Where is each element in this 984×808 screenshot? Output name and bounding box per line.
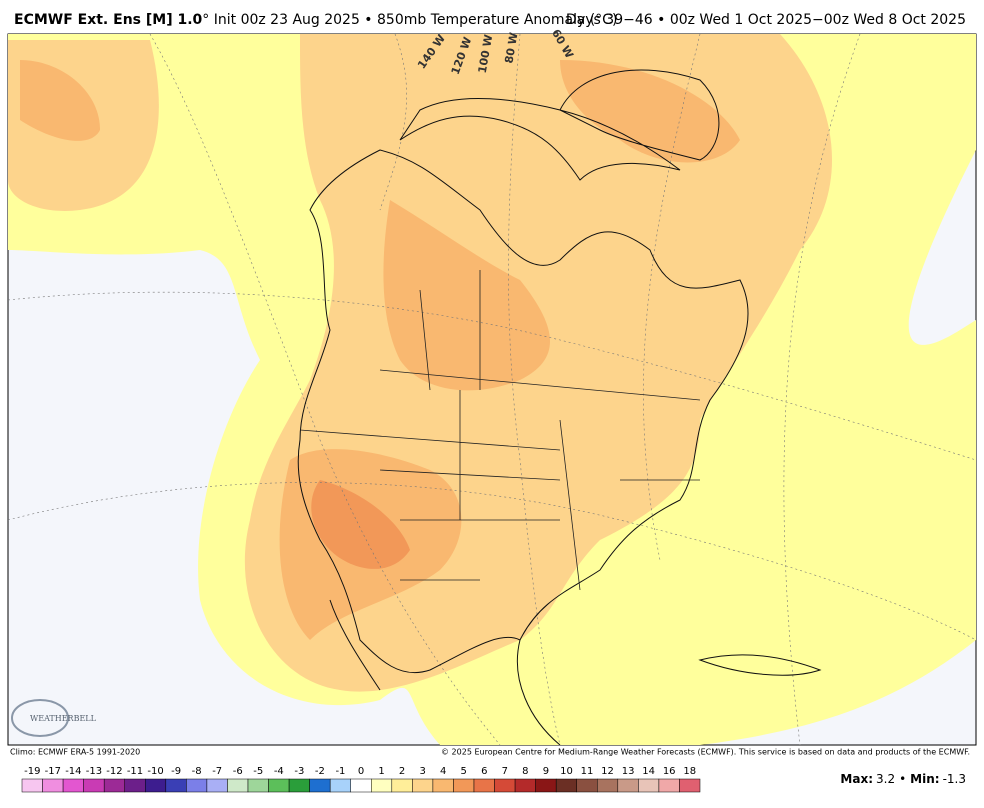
colorbar-label: 13 <box>622 766 635 777</box>
title-bold: ECMWF Ext. Ens [M] 1.0 <box>14 12 203 28</box>
colorbar-label: 18 <box>683 766 696 777</box>
min-value: -1.3 <box>943 772 966 786</box>
colorbar-label: 5 <box>461 766 467 777</box>
colorbar-cell <box>494 778 516 793</box>
colorbar-cell <box>391 778 413 793</box>
logo-text: WEATHERBELL <box>30 714 97 723</box>
map: 140 W 120 W 100 W 80 W 60 W WEATHERBELL <box>7 27 977 746</box>
colorbar-cell <box>638 778 660 793</box>
colorbar-label: -2 <box>315 766 325 777</box>
colorbar-cell <box>473 778 495 793</box>
colorbar-cell <box>83 778 105 793</box>
separator: • <box>899 772 906 786</box>
max-value: 3.2 <box>876 772 895 786</box>
borders <box>299 270 701 591</box>
colorbar-cell <box>432 778 454 793</box>
colorbar-cell <box>309 778 331 793</box>
colorbar-cell <box>329 778 351 793</box>
colorbar-cell <box>576 778 598 793</box>
colorbar-cell <box>186 778 208 793</box>
cuba <box>698 654 822 676</box>
colorbar-cell <box>103 778 125 793</box>
colorbar-cell <box>247 778 269 793</box>
colorbar-cell <box>617 778 639 793</box>
colorbar-cell <box>227 778 249 793</box>
longitude-label: 80 W <box>502 31 520 64</box>
max-min: Max: 3.2 • Min: -1.3 <box>840 772 966 786</box>
colorbar-cell <box>145 778 167 793</box>
colorbar-label: 1 <box>378 766 384 777</box>
colorbar-cell <box>514 778 536 793</box>
colorbar-label: -9 <box>171 766 181 777</box>
colorbar-label: 8 <box>522 766 528 777</box>
title-rest: ° Init 00z 23 Aug 2025 • 850mb Temperatu… <box>202 12 617 28</box>
copyright: © 2025 European Centre for Medium-Range … <box>441 748 970 757</box>
colorbar-label: -10 <box>147 766 163 777</box>
colorbar-label: 7 <box>502 766 508 777</box>
title: ECMWF Ext. Ens [M] 1.0° Init 00z 23 Aug … <box>14 12 617 28</box>
min-label: Min: <box>910 772 939 786</box>
colorbar-label: 12 <box>601 766 614 777</box>
colorbar-cell <box>412 778 434 793</box>
colorbar-cell <box>62 778 84 793</box>
colorbar-cell <box>268 778 290 793</box>
colorbar-label: -5 <box>253 766 263 777</box>
colorbar-cell <box>679 778 701 793</box>
colorbar-label: -17 <box>45 766 61 777</box>
colorbar-label: -19 <box>24 766 40 777</box>
anomaly-8 <box>311 480 410 569</box>
colorbar-label: 3 <box>419 766 425 777</box>
colorbar-label: 4 <box>440 766 446 777</box>
colorbar-label: 10 <box>560 766 573 777</box>
colorbar-label: -13 <box>86 766 102 777</box>
colorbar-label: 9 <box>543 766 549 777</box>
colorbar-label: -6 <box>233 766 243 777</box>
graticule <box>8 34 976 745</box>
colorbar-label: -1 <box>335 766 345 777</box>
colorbar-label: -12 <box>106 766 122 777</box>
colorbar-cell <box>658 778 680 793</box>
colorbar-label: 2 <box>399 766 405 777</box>
colorbar: -19 -17 -14 -13 -12 -11 -10 -9 -8 -7 -6 -5 -4 -3 -2 -1 0… <box>21 766 701 793</box>
colorbar-cell <box>42 778 64 793</box>
colorbar-cell <box>165 778 187 793</box>
colorbar-cell <box>597 778 619 793</box>
colorbar-label: -11 <box>127 766 143 777</box>
colorbar-cell <box>206 778 228 793</box>
colorbar-label: 11 <box>581 766 594 777</box>
colorbar-cell <box>453 778 475 793</box>
colorbar-cell <box>555 778 577 793</box>
colorbar-cell <box>535 778 557 793</box>
colorbar-cell <box>124 778 146 793</box>
colorbar-label: -4 <box>274 766 284 777</box>
climo: Climo: ECMWF ERA-5 1991-2020 <box>10 748 140 757</box>
colorbar-label: 16 <box>663 766 676 777</box>
colorbar-label: -14 <box>65 766 81 777</box>
colorbar-cell <box>21 778 43 793</box>
colorbar-cell <box>371 778 393 793</box>
colorbar-label: 6 <box>481 766 487 777</box>
colorbar-cell <box>288 778 310 793</box>
anomaly-5 <box>560 60 740 163</box>
colorbar-cell <box>350 778 372 793</box>
colorbar-label: 0 <box>358 766 364 777</box>
max-label: Max: <box>840 772 873 786</box>
logo: WEATHERBELL <box>11 699 97 737</box>
coastline <box>297 69 749 745</box>
valid-time: Days 39−46 • 00z Wed 1 Oct 2025−00z Wed … <box>566 12 966 28</box>
colorbar-label: -8 <box>192 766 202 777</box>
colorbar-label: -3 <box>294 766 304 777</box>
colorbar-label: -7 <box>212 766 222 777</box>
colorbar-label: 14 <box>642 766 655 777</box>
anomaly-3 <box>20 60 100 141</box>
